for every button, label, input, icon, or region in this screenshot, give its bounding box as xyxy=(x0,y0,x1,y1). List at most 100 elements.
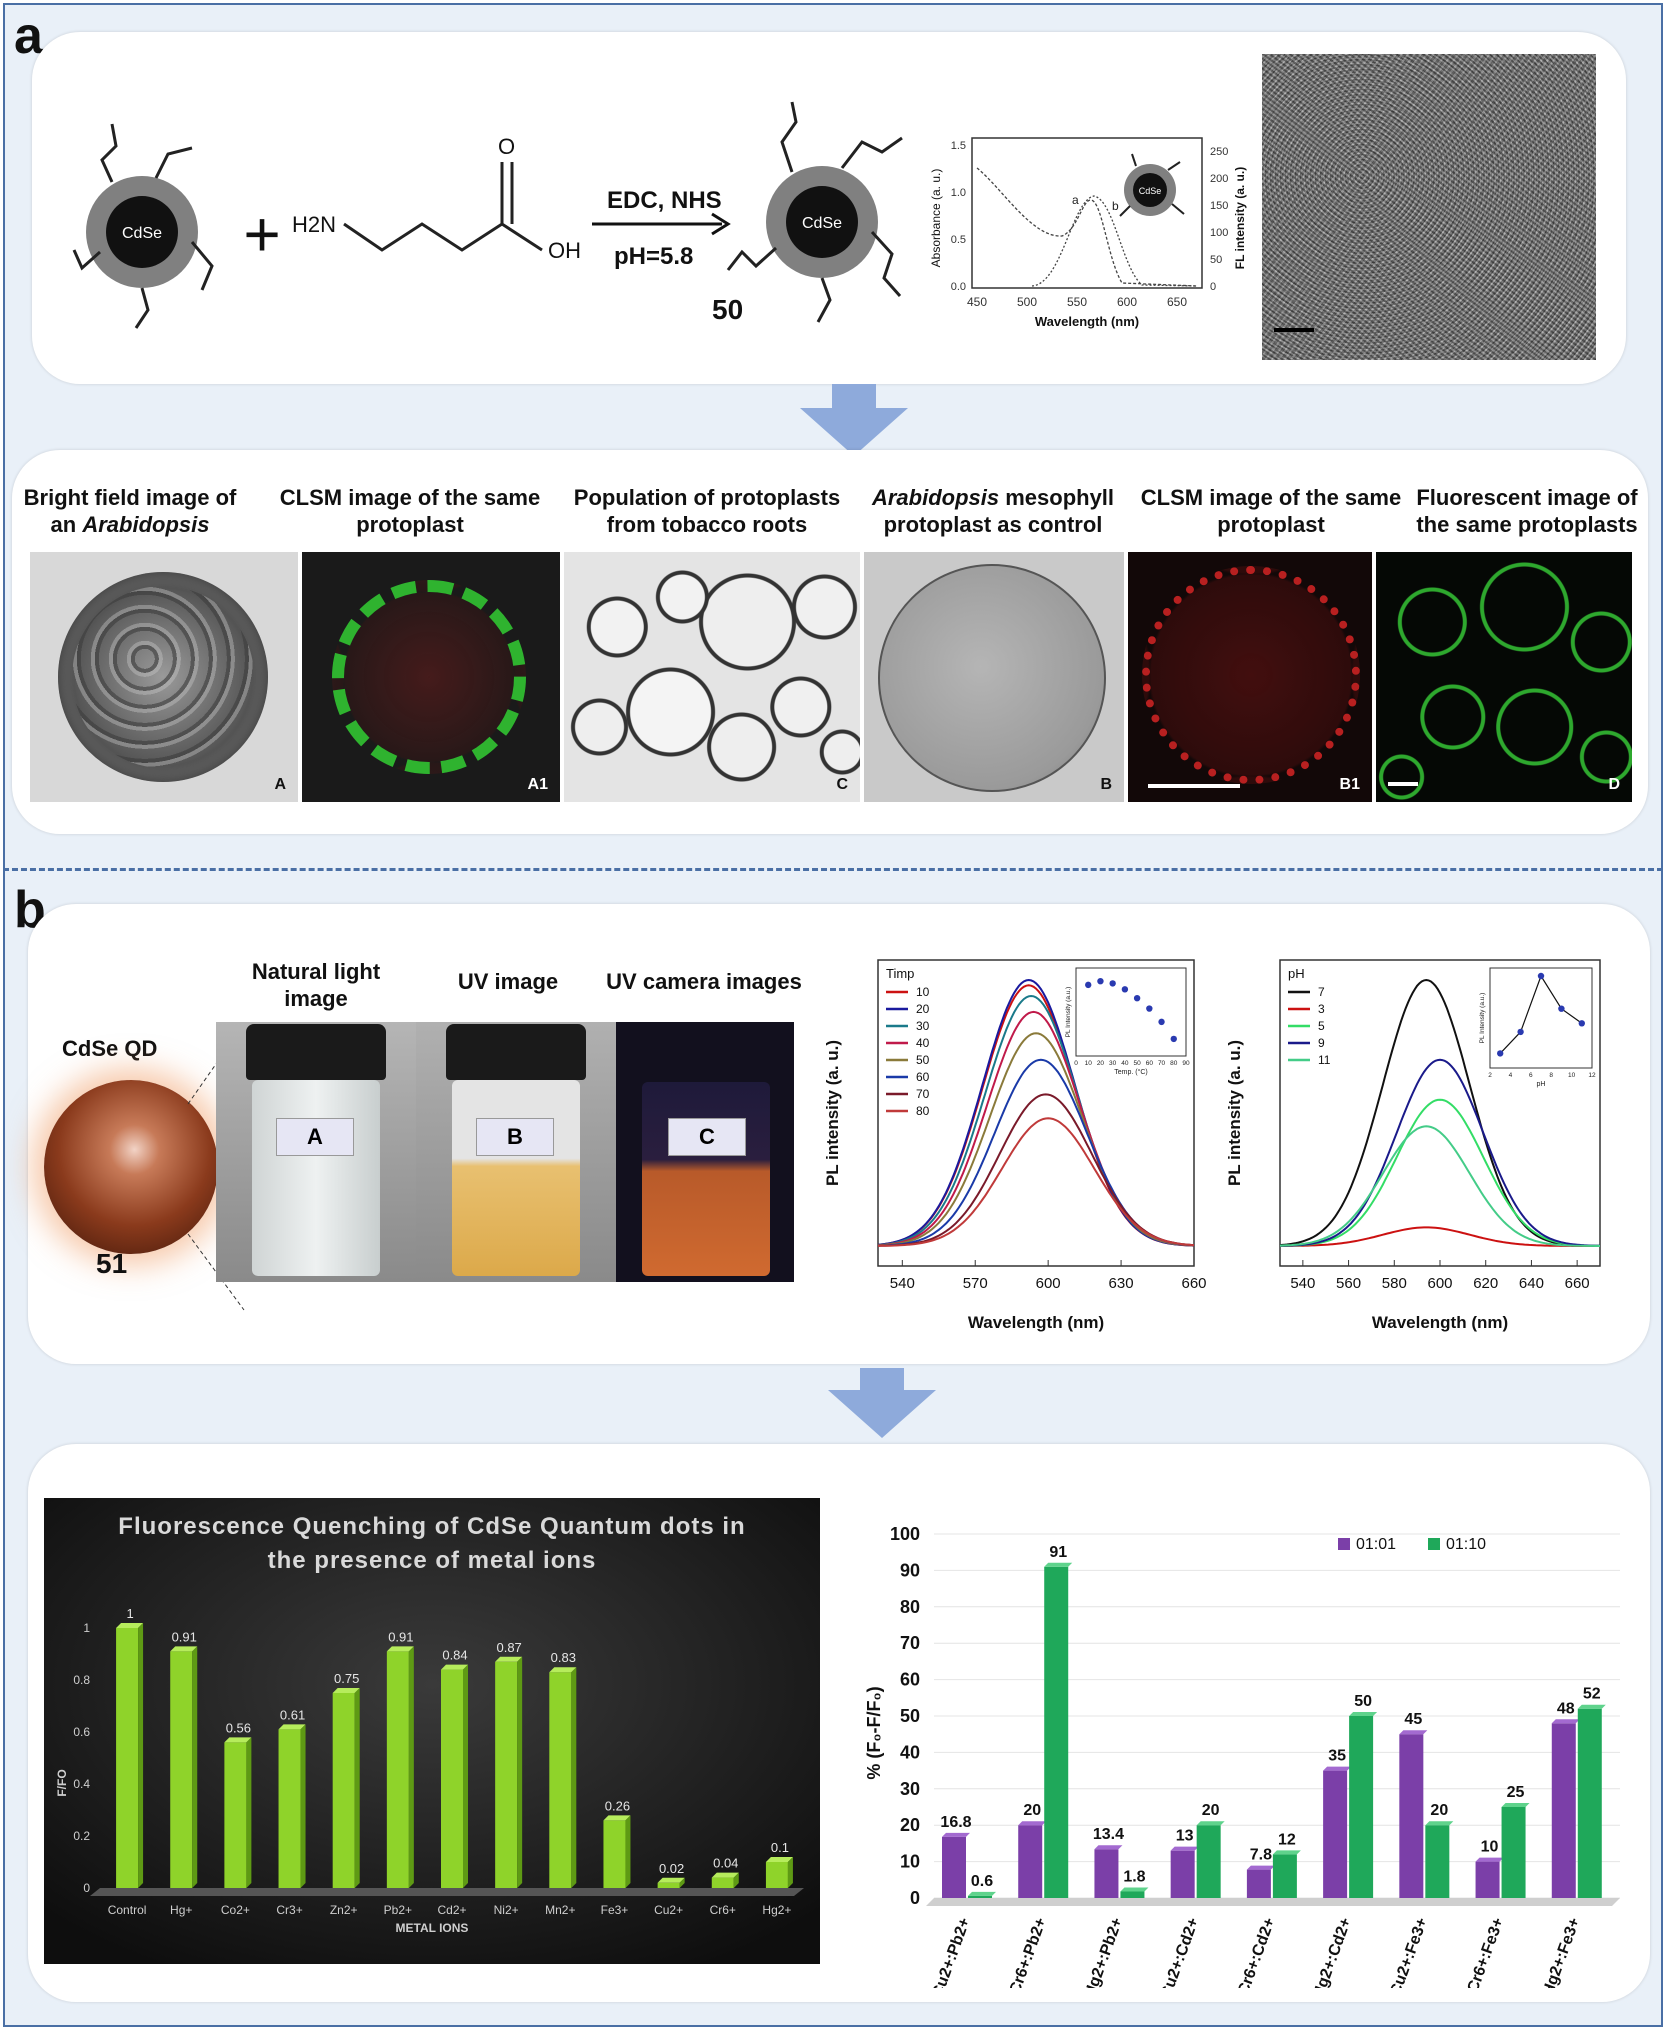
pct-bar-top xyxy=(1425,1821,1454,1826)
pct-category-label: Cr6+:Fe3+ xyxy=(1465,1916,1508,1988)
pct-value-label: 20 xyxy=(1430,1802,1448,1819)
quench-bar xyxy=(386,1651,409,1888)
inset-x-tick: 2 xyxy=(1488,1072,1492,1079)
legend-entry: 7 xyxy=(1318,985,1325,999)
ph-xlabel: Wavelength (nm) xyxy=(1372,1313,1508,1332)
micrograph-B1: B1 xyxy=(1128,552,1372,802)
quench-bar-side xyxy=(733,1872,739,1888)
pct-bar xyxy=(1120,1891,1145,1898)
quench-bar xyxy=(765,1862,788,1888)
oh-label: OH xyxy=(548,238,581,263)
fl-y-tick: 150 xyxy=(1210,200,1228,212)
quench-bar xyxy=(657,1882,680,1888)
pct-bar-top xyxy=(1399,1730,1428,1735)
quench-title-line2: the presence of metal ions xyxy=(268,1547,597,1574)
x-tick-label: 620 xyxy=(1473,1275,1498,1292)
curve-a-label: a xyxy=(1072,193,1079,207)
quench-y-tick: 0 xyxy=(83,1881,90,1895)
fl-y-tick: 0 xyxy=(1210,281,1216,293)
pct-bar-top xyxy=(1170,1846,1199,1851)
inset-point xyxy=(1558,1005,1565,1012)
quench-bar-top xyxy=(657,1877,685,1883)
pct-bar-top xyxy=(968,1891,996,1896)
pct-bar-top xyxy=(1475,1857,1504,1862)
inset-point xyxy=(1133,995,1141,1002)
inset-x-tick: 10 xyxy=(1085,1060,1093,1067)
pl-series-line xyxy=(1279,1226,1600,1247)
x-tick-label: 570 xyxy=(963,1275,988,1292)
pct-value-label: 91 xyxy=(1049,1544,1067,1561)
micrograph-A: A xyxy=(30,552,298,802)
o-label: O xyxy=(498,134,515,159)
caption-A: Bright field image of an Arabidopsis xyxy=(23,485,237,537)
quench-value-label: 0.91 xyxy=(388,1629,413,1644)
quench-bar xyxy=(116,1628,139,1888)
quench-value-label: 1 xyxy=(126,1606,133,1621)
pct-value-label: 25 xyxy=(1507,1784,1525,1801)
pct-y-tick: 20 xyxy=(900,1815,920,1835)
fl-y-tick: 50 xyxy=(1210,254,1222,266)
caption-B: Arabidopsis mesophyll protoplast as cont… xyxy=(871,485,1115,537)
temp-xlabel: Wavelength (nm) xyxy=(968,1313,1104,1332)
vial-glass xyxy=(642,1082,770,1276)
micrograph-label: B xyxy=(1100,776,1112,793)
quench-bar xyxy=(170,1651,193,1888)
inset-point xyxy=(1537,972,1545,980)
micrograph-label: A xyxy=(274,776,286,793)
pct-value-label: 20 xyxy=(1023,1802,1041,1819)
quench-bar-side xyxy=(246,1737,252,1888)
vial-label-box: C xyxy=(668,1118,746,1156)
pct-bar-top xyxy=(1577,1704,1606,1709)
pct-value-label: 0.6 xyxy=(971,1873,993,1890)
product-core-label: CdSe xyxy=(802,215,842,232)
caption-A1: CLSM image of the same protoplast xyxy=(279,485,541,537)
pct-bar xyxy=(1044,1566,1069,1898)
fl-curve-b xyxy=(1031,195,1198,287)
abs-y-tick: 0.0 xyxy=(951,281,966,293)
pct-value-label: 50 xyxy=(1354,1693,1372,1710)
quench-bar-side xyxy=(625,1815,631,1888)
legend-entry: 40 xyxy=(916,1036,930,1050)
x-tick-label: 540 xyxy=(890,1275,915,1292)
vial-glass xyxy=(452,1080,580,1276)
pl-series-line xyxy=(1279,1098,1601,1247)
pct-value-label: 12 xyxy=(1278,1831,1296,1848)
conditions-top: EDC, NHS xyxy=(607,187,722,214)
qd-core-label: CdSe xyxy=(122,225,162,242)
quench-bar-top xyxy=(278,1724,306,1730)
temp-pl-chart: PL intensity (a. u.) Wavelength (nm) 540… xyxy=(823,959,1207,1332)
pct-value-label: 20 xyxy=(1202,1802,1220,1819)
inset-x-tick: 0 xyxy=(1074,1060,1078,1067)
inset-x-tick: 12 xyxy=(1588,1072,1596,1079)
pct-bar xyxy=(1425,1825,1450,1898)
pct-category-label: Cr6+:Pb2+ xyxy=(1007,1916,1050,1988)
inset-x-tick: 50 xyxy=(1133,1060,1141,1067)
quench-y-tick: 1 xyxy=(83,1621,90,1635)
quench-value-label: 0.56 xyxy=(226,1720,251,1735)
quench-value-label: 0.83 xyxy=(551,1650,576,1665)
quench-category-label: Control xyxy=(108,1903,147,1917)
quench-bar xyxy=(711,1877,734,1888)
inset-point xyxy=(1497,1050,1504,1057)
quench-bar-side xyxy=(192,1646,198,1888)
vial-photo-natural: A xyxy=(216,1022,416,1282)
quench-bar-side xyxy=(517,1656,523,1888)
quench-bar-top xyxy=(495,1656,523,1662)
cell-outline xyxy=(1142,566,1360,784)
micrograph-panel: Bright field image of an Arabidopsis CLS… xyxy=(12,450,1648,834)
quench-bar xyxy=(278,1729,301,1888)
zoom-lines xyxy=(187,1024,245,1311)
tem-scale-bar xyxy=(1274,328,1314,332)
quench-bar-side xyxy=(300,1724,306,1888)
quench-category-label: Hg2+ xyxy=(762,1903,791,1917)
legend-entry: 30 xyxy=(916,1019,930,1033)
pct-value-label: 48 xyxy=(1557,1700,1575,1717)
vial-glass xyxy=(252,1080,380,1276)
pct-category-label: Cu2+:Pb2+ xyxy=(929,1916,974,1988)
quench-y-tick: 0.8 xyxy=(73,1673,90,1687)
quench-bar-top xyxy=(603,1815,631,1821)
qd-photos-panel: CdSe QD 51 Natural light image UV image … xyxy=(28,904,1650,1364)
fl-y-tick: 100 xyxy=(1210,227,1228,239)
pct-bar xyxy=(1094,1849,1119,1898)
quench-category-label: Fe3+ xyxy=(601,1903,629,1917)
